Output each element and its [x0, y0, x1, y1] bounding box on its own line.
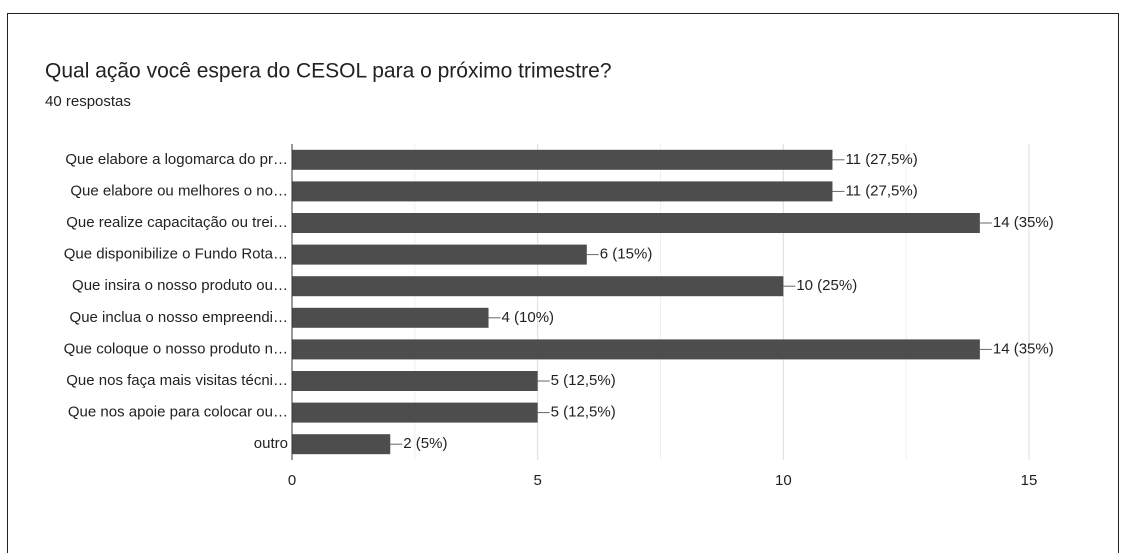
y-tick-label: Que realize capacitação ou trei…: [66, 214, 288, 231]
value-label: 14 (35%): [993, 214, 1054, 231]
y-tick-label: outro: [254, 435, 288, 452]
y-tick-label: Que nos apoie para colocar ou…: [68, 404, 288, 421]
y-tick-label: Que coloque o nosso produto n…: [64, 340, 288, 357]
value-label: 11 (27,5%): [845, 182, 917, 199]
x-tick-label: 10: [775, 472, 792, 489]
value-label: 5 (12,5%): [551, 372, 616, 389]
x-tick-label: 0: [288, 472, 296, 489]
value-label: 11 (27,5%): [845, 151, 917, 168]
bar: [292, 339, 980, 360]
bar: [292, 276, 784, 297]
bar: [292, 402, 538, 423]
y-tick-label: Que disponibilize o Fundo Rota…: [64, 246, 288, 263]
bar: [292, 149, 833, 170]
bar: [292, 244, 587, 265]
y-tick-label: Que elabore ou melhores o no…: [70, 182, 288, 199]
x-tick-label: 15: [1021, 472, 1038, 489]
y-tick-label: Que elabore a logomarca do pr…: [65, 151, 288, 168]
value-label: 6 (15%): [600, 246, 653, 263]
bar: [292, 181, 833, 202]
value-label: 14 (35%): [993, 340, 1054, 357]
chart-title: Qual ação você espera do CESOL para o pr…: [45, 60, 612, 83]
card: [7, 13, 1119, 553]
value-label: 10 (25%): [796, 277, 857, 294]
y-tick-label: Que nos faça mais visitas técni…: [66, 372, 288, 389]
bar: [292, 434, 391, 455]
value-label: 5 (12,5%): [551, 404, 616, 421]
y-tick-label: Que inclua o nosso empreendi…: [70, 309, 288, 326]
bar: [292, 371, 538, 391]
value-label: 4 (10%): [502, 309, 555, 326]
x-tick-label: 5: [533, 472, 541, 489]
chart-subtitle: 40 respostas: [45, 93, 131, 110]
bar: [292, 213, 980, 233]
bar: [292, 307, 489, 328]
y-tick-label: Que insira o nosso produto ou…: [72, 277, 288, 294]
value-label: 2 (5%): [403, 435, 447, 452]
